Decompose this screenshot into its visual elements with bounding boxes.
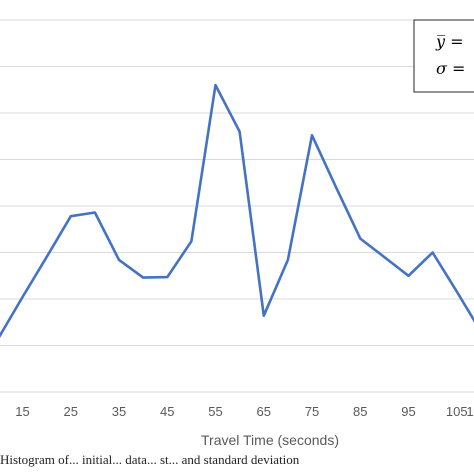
x-tick-label: 25 [64, 404, 78, 419]
legend-stddev: σ = [436, 59, 465, 78]
x-axis-title: Travel Time (seconds) [201, 432, 339, 448]
x-tick-label: 15 [15, 404, 29, 419]
series-layer [0, 83, 474, 338]
gridlines [0, 19, 474, 346]
figure-caption: Histogram of... initial... data... st...… [0, 452, 300, 467]
legend-mean: y̅ = [435, 32, 464, 51]
x-tick-labels: 1525354555657585951051151251351451551651 [15, 404, 473, 419]
x-tick-label: 35 [112, 404, 126, 419]
x-tick-label: 55 [208, 404, 222, 419]
x-tick-label: 45 [160, 404, 174, 419]
x-tick-label: 75 [305, 404, 319, 419]
x-tick-label: 95 [401, 404, 415, 419]
x-tick-label: 1 [466, 404, 473, 419]
series-line [0, 83, 474, 338]
legend-frame [413, 19, 474, 93]
x-tick-label: 85 [353, 404, 367, 419]
x-tick-label: 65 [257, 404, 271, 419]
stats-legend-box: y̅ = σ = [413, 19, 474, 93]
x-tick-label: 105 [446, 404, 468, 419]
